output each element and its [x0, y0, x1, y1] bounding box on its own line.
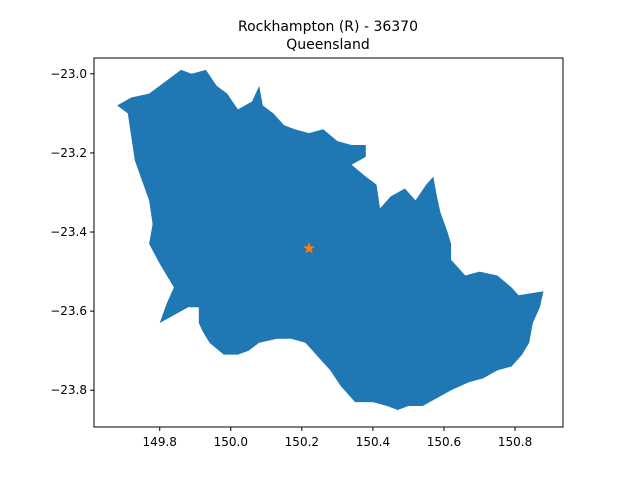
- chart-title-line-2: Queensland: [286, 37, 370, 53]
- chart-title-line-1: Rockhampton (R) - 36370: [238, 19, 418, 35]
- plot-area: ★: [117, 69, 544, 411]
- x-tick-label: 150.2: [285, 435, 319, 449]
- x-tick-label: 150.6: [427, 435, 461, 449]
- axes-frame: [93, 57, 564, 428]
- y-tick-label: −23.4: [50, 225, 87, 239]
- y-axis: −23.0 −23.2 −23.4 −23.6 −23.8: [50, 67, 94, 397]
- y-tick-label: −23.8: [50, 383, 87, 397]
- y-tick-label: −23.2: [50, 146, 87, 160]
- x-tick-label: 150.0: [214, 435, 248, 449]
- x-tick-label: 150.4: [356, 435, 390, 449]
- y-tick-label: −23.6: [50, 304, 87, 318]
- y-tick-label: −23.0: [50, 67, 87, 81]
- x-tick-label: 150.8: [498, 435, 532, 449]
- x-tick-label: 149.8: [143, 435, 177, 449]
- star-marker-icon: ★: [302, 238, 316, 257]
- region-polygon: [117, 69, 544, 411]
- x-axis: 149.8 150.0 150.2 150.4 150.6 150.8: [143, 427, 532, 449]
